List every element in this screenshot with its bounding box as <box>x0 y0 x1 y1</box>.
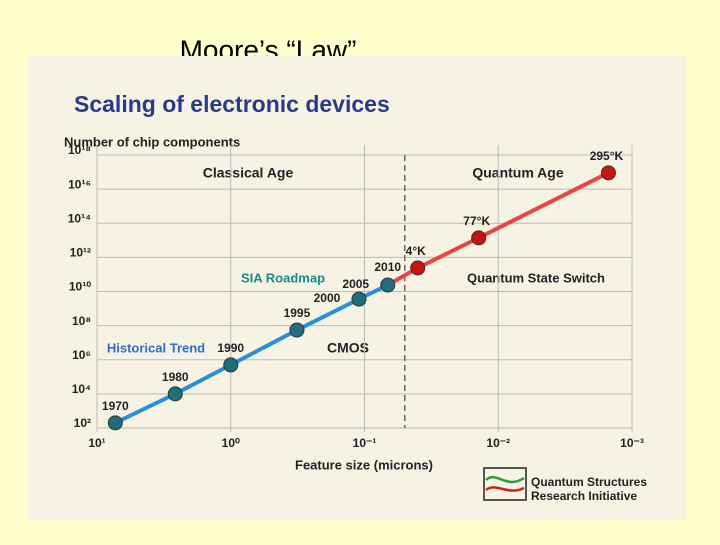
y-tick-label: 10¹⁶ <box>68 177 91 191</box>
y-tick-label: 10⁴ <box>72 382 91 396</box>
y-tick-label: 10² <box>74 416 91 430</box>
point-label: 2010 <box>374 260 401 274</box>
figure-panel <box>28 56 686 520</box>
chart-title: Scaling of electronic devices <box>74 91 390 117</box>
y-tick-label: 10¹⁴ <box>68 211 91 225</box>
y-tick-label: 10⁸ <box>72 314 91 328</box>
annotation: Quantum State Switch <box>467 270 605 285</box>
annotation: CMOS <box>327 340 369 356</box>
point-label: 1970 <box>102 399 129 413</box>
y-tick-label: 10¹⁸ <box>68 143 91 157</box>
point-label: 4°K <box>406 244 426 258</box>
point-label: 2005 <box>342 277 369 291</box>
y-tick-label: 10⁶ <box>72 348 91 362</box>
annotation: Classical Age <box>203 165 294 181</box>
logo-curve <box>485 486 525 492</box>
point-label: 1980 <box>162 370 189 384</box>
annotation: Quantum Age <box>472 165 563 181</box>
y-axis-label: Number of chip components <box>64 134 240 149</box>
logo-text: Quantum Structures <box>531 475 647 489</box>
x-axis-label: Feature size (microns) <box>295 457 433 472</box>
point-label: 1995 <box>284 306 311 320</box>
point-label: 2000 <box>314 291 341 305</box>
annotation: Historical Trend <box>107 340 205 355</box>
y-tick-label: 10¹² <box>70 246 91 260</box>
data-point <box>107 415 123 431</box>
data-point <box>600 165 616 181</box>
data-point <box>223 357 239 373</box>
point-label: 1990 <box>217 341 244 355</box>
x-tick-label: 10⁰ <box>222 436 240 450</box>
point-label: 295°K <box>590 149 624 163</box>
data-point <box>471 230 487 246</box>
x-tick-label: 10¹ <box>88 436 105 450</box>
data-point <box>351 291 367 307</box>
data-point <box>410 260 426 276</box>
point-label: 77°K <box>463 214 490 228</box>
annotation: SIA Roadmap <box>241 270 325 285</box>
data-point <box>167 386 183 402</box>
logo: Quantum Structures Research Initiative <box>483 467 647 503</box>
x-tick-label: 10⁻³ <box>620 436 644 450</box>
logo-curve <box>485 475 525 484</box>
y-tick-label: 10¹⁰ <box>69 280 91 294</box>
data-point <box>380 277 396 293</box>
x-tick-label: 10⁻² <box>486 436 510 450</box>
logo-frame <box>483 467 527 501</box>
data-point <box>289 322 305 338</box>
logo-text: Research Initiative <box>531 489 637 503</box>
x-tick-label: 10⁻¹ <box>353 436 377 450</box>
